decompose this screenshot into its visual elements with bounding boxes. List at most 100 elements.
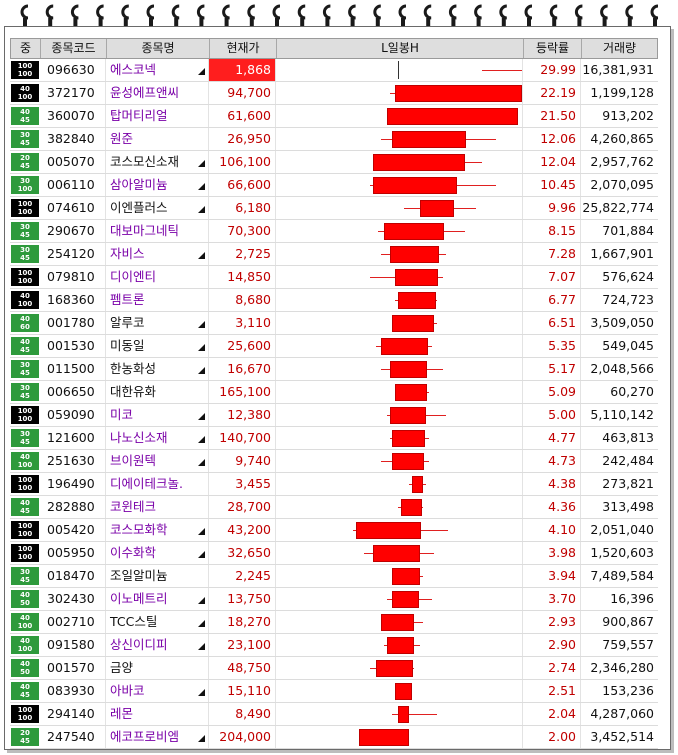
- table-row[interactable]: 100 100 294140 레몬 8,490 2.04 4,287,060: [10, 703, 658, 726]
- table-row[interactable]: 20 45 247540 에코프로비엠 204,000 2.00 3,452,514: [10, 726, 658, 749]
- stock-name[interactable]: 에스코넥: [106, 59, 209, 81]
- margin-badge: 40 45: [11, 337, 39, 355]
- margin-badge-bottom: 100: [11, 622, 39, 630]
- table-row[interactable]: 100 100 096630 에스코넥 1,868 29.99 16,381,931: [10, 59, 658, 82]
- stock-name[interactable]: TCC스틸: [106, 611, 209, 633]
- margin-badge: 100 100: [11, 544, 39, 562]
- stock-name[interactable]: 한농화성: [106, 358, 209, 380]
- header-chart[interactable]: L일봉H: [277, 39, 524, 58]
- table-row[interactable]: 40 100 091580 상신이디피 23,100 2.90 759,557: [10, 634, 658, 657]
- margin-badge: 40 45: [11, 107, 39, 125]
- candle-body: [392, 315, 434, 332]
- table-row[interactable]: 40 100 168360 펨트론 8,680 6.77 724,723: [10, 289, 658, 312]
- margin-badge-top: 20: [11, 154, 39, 162]
- table-row[interactable]: 100 100 005950 이수화학 32,650 3.98 1,520,603: [10, 542, 658, 565]
- binder-ring-icon: [602, 6, 608, 18]
- margin-badge-bottom: 100: [11, 70, 39, 78]
- stock-name[interactable]: 아바코: [106, 680, 209, 702]
- table-row[interactable]: 40 50 001570 금양 48,750 2.74 2,346,280: [10, 657, 658, 680]
- table-row[interactable]: 30 45 011500 한농화성 16,670 5.17 2,048,566: [10, 358, 658, 381]
- stock-name[interactable]: 상신이디피: [106, 634, 209, 656]
- corner-triangle-icon: [198, 735, 205, 742]
- table-row[interactable]: 30 45 382840 원준 26,950 12.06 4,260,865: [10, 128, 658, 151]
- candle-body: [392, 568, 420, 585]
- stock-name[interactable]: 알루코: [106, 312, 209, 334]
- table-row[interactable]: 40 100 002710 TCC스틸 18,270 2.93 900,867: [10, 611, 658, 634]
- table-row[interactable]: 30 45 006650 대한유화 165,100 5.09 60,270: [10, 381, 658, 404]
- change-rate: 4.38: [523, 473, 581, 495]
- stock-name[interactable]: 에코프로비엠: [106, 726, 209, 748]
- stock-name[interactable]: 브이원텍: [106, 450, 209, 472]
- daily-candle-chart: [276, 289, 523, 311]
- margin-badge-bottom: 45: [11, 116, 39, 124]
- header-name[interactable]: 종목명: [107, 39, 210, 58]
- table-row[interactable]: 40 100 251630 브이원텍 9,740 4.73 242,484: [10, 450, 658, 473]
- stock-name[interactable]: 나노신소재: [106, 427, 209, 449]
- stock-name[interactable]: 코스모화학: [106, 519, 209, 541]
- stock-name[interactable]: 미동일: [106, 335, 209, 357]
- stock-name[interactable]: 금양: [106, 657, 209, 679]
- candle-body: [395, 269, 438, 286]
- stock-name[interactable]: 자비스: [106, 243, 209, 265]
- table-row[interactable]: 40 45 001530 미동일 25,600 5.35 549,045: [10, 335, 658, 358]
- stock-code: 005420: [40, 519, 106, 541]
- margin-badge-top: 100: [11, 62, 39, 70]
- stock-name[interactable]: 이엔플러스: [106, 197, 209, 219]
- binder-ring-icon: [22, 6, 28, 18]
- table-row[interactable]: 20 45 005070 코스모신소재 106,100 12.04 2,957,762: [10, 151, 658, 174]
- table-row[interactable]: 40 45 360070 탑머티리얼 61,600 21.50 913,202: [10, 105, 658, 128]
- stock-name[interactable]: 이수화학: [106, 542, 209, 564]
- table-row[interactable]: 40 100 372170 윤성에프앤씨 94,700 22.19 1,199,128: [10, 82, 658, 105]
- table-row[interactable]: 40 45 083930 아바코 15,110 2.51 153,236: [10, 680, 658, 703]
- stock-name[interactable]: 레몬: [106, 703, 209, 725]
- stock-name[interactable]: 대한유화: [106, 381, 209, 403]
- table-row[interactable]: 100 100 074610 이엔플러스 6,180 9.96 25,822,774: [10, 197, 658, 220]
- table-row[interactable]: 30 100 006110 삼아알미늄 66,600 10.45 2,070,095: [10, 174, 658, 197]
- margin-badge-top: 40: [11, 108, 39, 116]
- header-rank[interactable]: 중: [11, 39, 41, 58]
- header-volume[interactable]: 거래량: [582, 39, 657, 58]
- table-row[interactable]: 40 60 001780 알루코 3,110 6.51 3,509,050: [10, 312, 658, 335]
- table-row[interactable]: 100 100 005420 코스모화학 43,200 4.10 2,051,040: [10, 519, 658, 542]
- header-code[interactable]: 종목코드: [41, 39, 107, 58]
- margin-badge-top: 40: [11, 499, 39, 507]
- header-rate[interactable]: 등락률: [524, 39, 582, 58]
- candle-body: [398, 706, 409, 723]
- stock-name[interactable]: 대보마그네틱: [106, 220, 209, 242]
- margin-badge-bottom: 45: [11, 254, 39, 262]
- stock-name[interactable]: 디에이테크놀.: [106, 473, 209, 495]
- table-row[interactable]: 30 45 290670 대보마그네틱 70,300 8.15 701,884: [10, 220, 658, 243]
- stock-code: 282880: [40, 496, 106, 518]
- table-row[interactable]: 30 45 121600 나노신소재 140,700 4.77 463,813: [10, 427, 658, 450]
- stock-name[interactable]: 이노메트리: [106, 588, 209, 610]
- daily-candle-chart: [276, 82, 523, 104]
- table-row[interactable]: 100 100 059090 미코 12,380 5.00 5,110,142: [10, 404, 658, 427]
- candle-body: [373, 177, 457, 194]
- trading-volume: 724,723: [581, 289, 658, 311]
- table-row[interactable]: 40 45 282880 코윈테크 28,700 4.36 313,498: [10, 496, 658, 519]
- table-row[interactable]: 30 45 018470 조일알미늄 2,245 3.94 7,489,584: [10, 565, 658, 588]
- daily-candle-chart: [276, 473, 523, 495]
- stock-name[interactable]: 펨트론: [106, 289, 209, 311]
- table-row[interactable]: 100 100 196490 디에이테크놀. 3,455 4.38 273,821: [10, 473, 658, 496]
- stock-name[interactable]: 조일알미늄: [106, 565, 209, 587]
- stock-name[interactable]: 미코: [106, 404, 209, 426]
- margin-badge: 40 100: [11, 84, 39, 102]
- stock-name[interactable]: 탑머티리얼: [106, 105, 209, 127]
- corner-triangle-icon: [198, 367, 205, 374]
- stock-name[interactable]: 삼아알미늄: [106, 174, 209, 196]
- binder-ring-icon: [324, 6, 330, 18]
- stock-code: 083930: [40, 680, 106, 702]
- stock-name[interactable]: 코스모신소재: [106, 151, 209, 173]
- daily-candle-chart: [276, 220, 523, 242]
- stock-name[interactable]: 디이엔티: [106, 266, 209, 288]
- table-row[interactable]: 30 45 254120 자비스 2,725 7.28 1,667,901: [10, 243, 658, 266]
- stock-name[interactable]: 원준: [106, 128, 209, 150]
- table-row[interactable]: 100 100 079810 디이엔티 14,850 7.07 576,624: [10, 266, 658, 289]
- margin-badge: 40 100: [11, 452, 39, 470]
- trading-volume: 313,498: [581, 496, 658, 518]
- stock-name[interactable]: 코윈테크: [106, 496, 209, 518]
- stock-name[interactable]: 윤성에프앤씨: [106, 82, 209, 104]
- header-price[interactable]: 현재가: [210, 39, 277, 58]
- table-row[interactable]: 40 50 302430 이노메트리 13,750 3.70 16,396: [10, 588, 658, 611]
